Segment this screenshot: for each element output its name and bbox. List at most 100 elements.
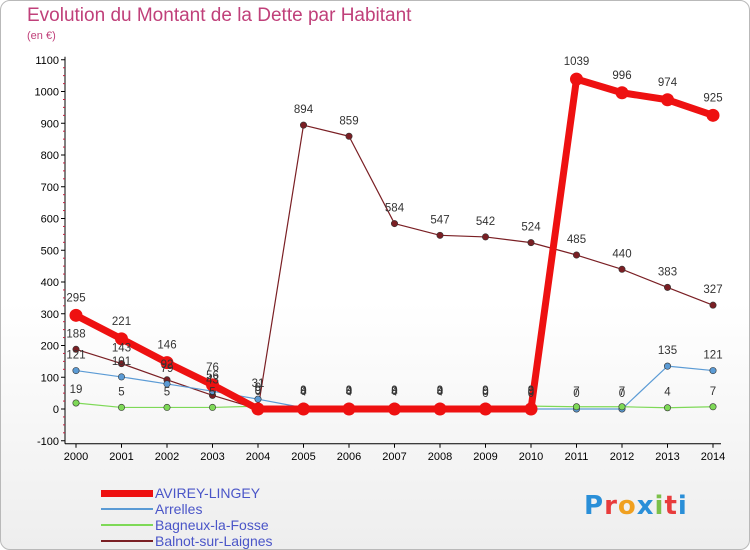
series-point-0 [297,402,310,416]
series-point-3 [390,220,398,228]
data-label-1: 79 [161,363,174,375]
series-point-0 [206,378,219,392]
data-label-1: 121 [66,350,85,362]
data-label-1: 0 [619,388,625,400]
x-tick-label: 2014 [701,451,725,463]
series-point-1 [72,367,80,375]
logo-letter: t [664,491,678,521]
series-point-0 [69,308,83,322]
series-point-2 [209,403,217,411]
data-label-3: 43 [206,374,219,386]
x-tick-label: 2008 [428,451,452,463]
y-tick-label: 700 [41,182,59,194]
legend-swatch-bagneux-la-fosse [101,524,153,526]
series-point-0 [251,402,265,416]
series-point-1 [254,395,262,403]
logo-letter: o [617,491,637,521]
data-label-2: 9 [528,385,534,397]
data-label-3: 894 [294,104,314,116]
logo-letter: P [584,491,605,521]
data-label-2: 5 [209,386,215,398]
y-tick-label: 300 [41,309,59,321]
legend-label-bagneux-la-fosse: Bagneux-la-Fosse [155,517,269,533]
legend-swatch-avirey-lingey [101,490,153,497]
y-tick-label: 200 [41,341,59,353]
data-label-1: 31 [252,378,265,390]
legend-item-arrelles: Arrelles [101,501,341,517]
data-label-0: 1039 [564,56,590,68]
data-label-2: 7 [619,386,625,398]
x-tick-label: 2011 [565,451,589,463]
data-label-1: 0 [482,388,488,400]
data-label-2: 9 [346,385,352,397]
series-point-2 [618,403,626,411]
series-point-1 [163,380,171,388]
data-label-2: 9 [391,385,397,397]
y-tick-label: 400 [41,277,59,289]
data-label-0: 146 [157,340,176,352]
series-point-2 [709,403,717,411]
legend-swatch-balnot-sur-laignes [101,540,153,542]
proxiti-logo: Proxiti [584,491,688,521]
data-label-1: 101 [112,356,131,368]
data-label-1: 0 [528,388,534,400]
x-tick-label: 2007 [382,451,406,463]
data-label-3: 542 [476,216,495,228]
legend-item-avirey-lingey: AVIREY-LINGEY [101,485,341,501]
data-label-2: 5 [118,386,124,398]
chart-title: Evolution du Montant de la Dette par Hab… [27,5,412,26]
data-label-0: 0 [391,386,397,398]
data-label-1: 4 [391,387,398,399]
x-tick-label: 2010 [519,451,543,463]
y-tick-label: 0 [53,404,59,416]
series-point-3 [299,121,307,129]
legend-swatch-arrelles [101,508,153,510]
data-label-2: 9 [300,385,306,397]
x-tick-label: 2000 [64,451,88,463]
series-point-3 [436,231,444,239]
legend-label-avirey-lingey: AVIREY-LINGEY [155,485,261,501]
data-label-3: 0 [255,382,261,394]
y-tick-label: -100 [37,436,59,448]
data-label-3: 383 [658,266,677,278]
y-tick-label: 1000 [35,87,59,99]
data-label-0: 0 [437,386,443,398]
data-label-3: 485 [567,234,586,246]
data-label-2: 19 [70,384,83,396]
y-tick-label: 1100 [35,55,59,67]
data-label-1: 0 [573,388,579,400]
series-point-3 [118,360,126,368]
data-label-2: 7 [573,386,579,398]
data-label-3: 143 [112,343,131,355]
series-point-3 [572,251,580,259]
data-label-0: 295 [66,292,85,304]
logo-letter: x [636,491,655,521]
data-label-0: 974 [658,77,678,89]
data-label-0: 221 [112,316,131,328]
series-point-0 [615,86,629,100]
legend-item-bagneux-la-fosse: Bagneux-la-Fosse [101,517,341,533]
data-label-2: 4 [664,387,671,399]
legend-label-balnot-sur-laignes: Balnot-sur-Laignes [155,533,273,549]
series-point-3 [663,283,671,291]
series-point-3 [345,132,353,140]
x-tick-label: 2012 [610,451,634,463]
x-tick-label: 2006 [337,451,361,463]
data-label-0: 76 [206,362,219,374]
x-tick-label: 2003 [200,451,224,463]
y-tick-label: 100 [41,372,59,384]
y-tick-label: 800 [41,150,59,162]
series-point-2 [572,403,580,411]
x-tick-label: 2001 [109,451,133,463]
series-point-0 [524,402,538,416]
logo-letter: r [604,491,618,521]
y-tick-label: 900 [41,118,59,130]
x-tick-label: 2004 [246,451,270,463]
series-point-2 [163,403,171,411]
series-point-2 [663,404,671,412]
y-tick-label: 600 [41,214,59,226]
data-label-1: 56 [206,370,219,382]
legend-item-balnot-sur-laignes: Balnot-sur-Laignes [101,533,341,549]
data-label-2: 9 [437,385,443,397]
